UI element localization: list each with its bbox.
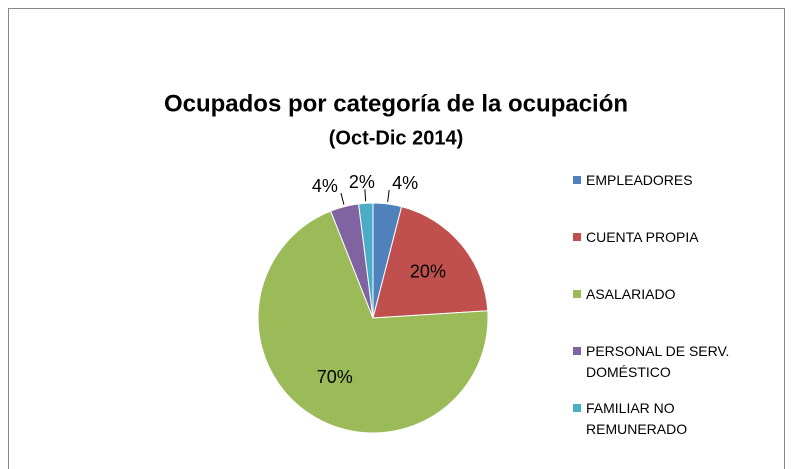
legend-swatch <box>573 347 581 355</box>
legend-item: ASALARIADO <box>573 284 753 305</box>
leader-line <box>387 189 390 202</box>
leader-line <box>364 189 367 202</box>
data-label: 70% <box>317 367 353 387</box>
pie-slice <box>358 202 374 319</box>
legend-item: FAMILIAR NO REMUNERADO <box>573 398 753 440</box>
legend-label: PERSONAL DE SERV. DOMÉSTICO <box>586 343 730 380</box>
legend-swatch <box>573 290 581 298</box>
data-label: 4% <box>312 176 338 196</box>
legend-swatch <box>573 233 581 241</box>
legend-label: CUENTA PROPIA <box>586 229 699 245</box>
pie-slice <box>257 210 489 434</box>
legend-item: PERSONAL DE SERV. DOMÉSTICO <box>573 341 753 383</box>
legend-label: ASALARIADO <box>586 286 676 302</box>
pie-slice <box>372 206 489 319</box>
chart-title: Ocupados por categoría de la ocupación <box>164 90 628 117</box>
legend-label: EMPLEADORES <box>586 172 693 188</box>
legend-item: EMPLEADORES <box>573 170 753 191</box>
chart-subtitle: (Oct-Dic 2014) <box>329 127 464 149</box>
legend-item: CUENTA PROPIA <box>573 227 753 248</box>
legend-swatch <box>573 176 581 184</box>
data-label: 2% <box>349 172 375 192</box>
data-label: 4% <box>392 173 418 193</box>
legend-swatch <box>573 404 581 412</box>
leader-line <box>340 192 345 205</box>
legend-label: FAMILIAR NO REMUNERADO <box>586 400 688 437</box>
data-label: 20% <box>410 261 446 281</box>
